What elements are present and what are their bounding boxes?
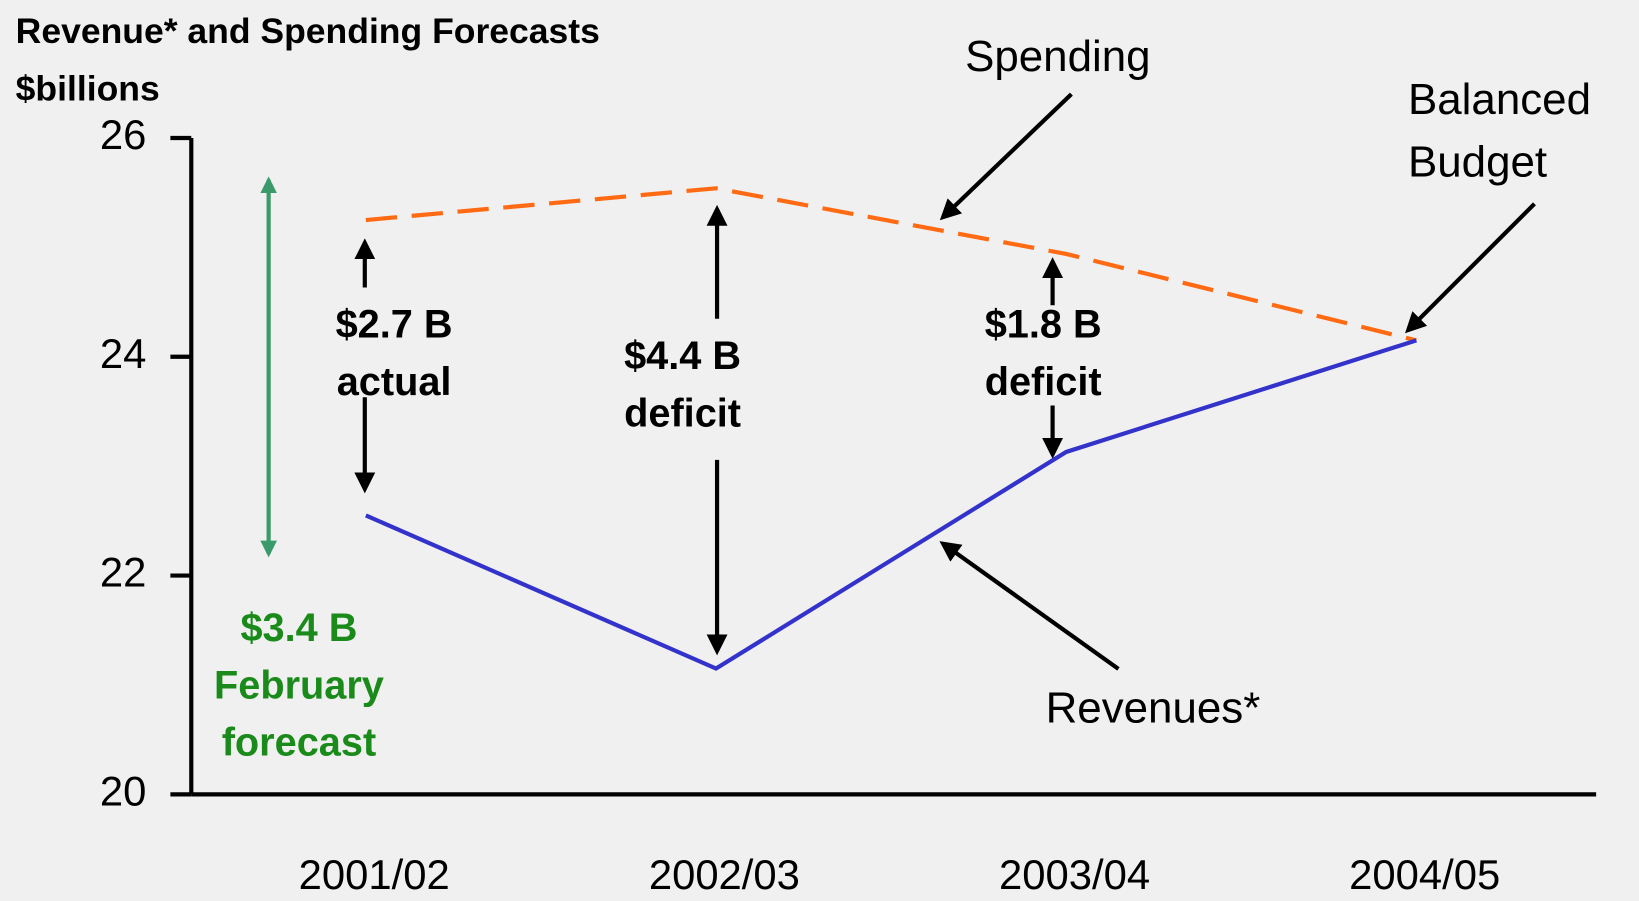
annotation: Budget <box>1408 138 1547 187</box>
y-axis-label: $billions <box>16 68 160 108</box>
y-tick-label: 20 <box>100 767 147 814</box>
annotation: forecast <box>222 721 376 765</box>
annotation: Balanced <box>1408 75 1591 124</box>
series-line <box>365 186 1417 343</box>
arrow <box>939 541 1120 671</box>
x-tick-label: 2002/03 <box>649 851 800 898</box>
y-tick-label: 26 <box>100 111 147 158</box>
y-tick-label: 24 <box>100 330 147 377</box>
annotation: actual <box>337 360 452 404</box>
series-label: Revenues* <box>1046 683 1261 732</box>
annotation: deficit <box>985 360 1102 404</box>
x-tick-label: 2004/05 <box>1349 851 1500 898</box>
annotation: $2.7 B <box>336 303 453 347</box>
annotation: $1.8 B <box>985 303 1102 347</box>
series-label: Spending <box>965 32 1151 81</box>
series-line <box>365 338 1417 671</box>
annotation: $4.4 B <box>624 334 741 378</box>
chart-title: Revenue* and Spending Forecasts <box>16 11 600 51</box>
arrow <box>939 92 1073 221</box>
x-tick-label: 2003/04 <box>999 851 1150 898</box>
x-tick-label: 2001/02 <box>299 851 450 898</box>
y-tick-label: 22 <box>100 549 147 596</box>
annotation: deficit <box>624 391 741 435</box>
arrow <box>1405 202 1536 334</box>
annotation: $3.4 B <box>240 606 357 650</box>
arrows <box>260 92 1536 671</box>
annotation: February <box>214 663 384 707</box>
